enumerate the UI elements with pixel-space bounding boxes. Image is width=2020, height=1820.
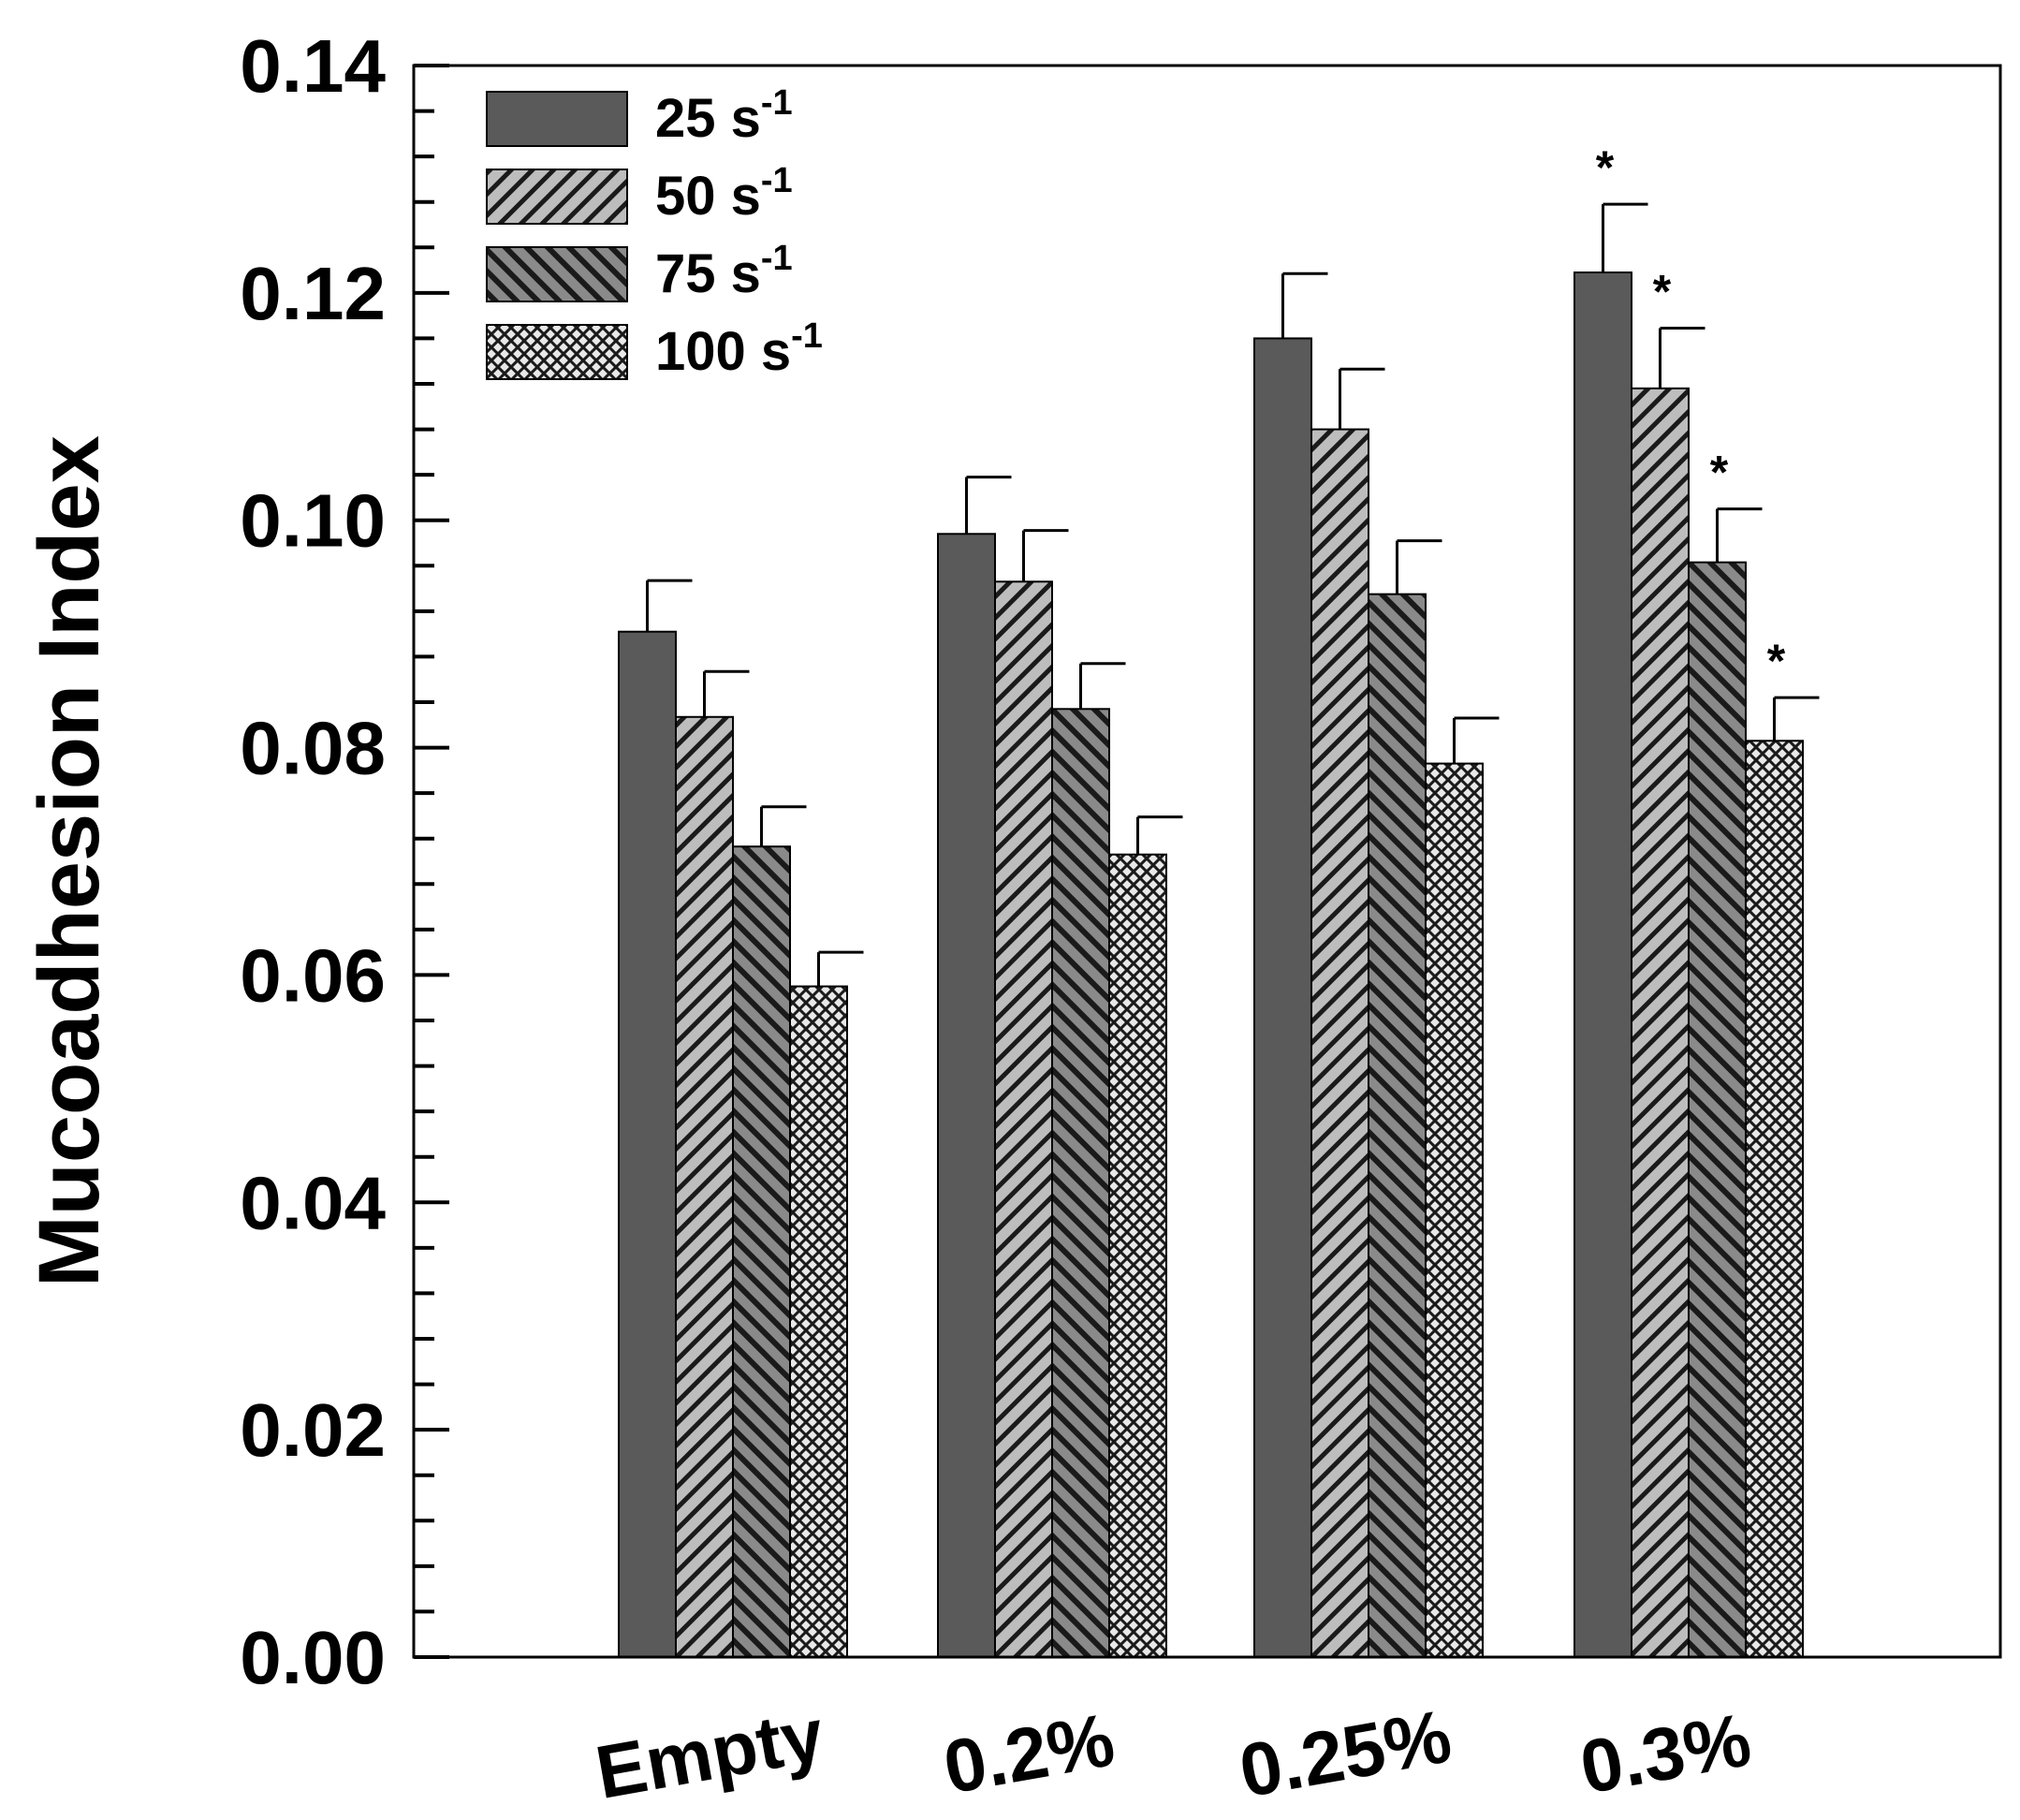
bar — [789, 985, 848, 1658]
legend-label: 50 s-1 — [655, 161, 793, 227]
legend-swatch — [486, 324, 628, 380]
legend-swatch — [486, 91, 628, 147]
bar — [1051, 708, 1110, 1658]
y-tick-label: 0.12 — [240, 252, 386, 335]
bar — [1310, 428, 1369, 1659]
y-tick-label: 0.00 — [240, 1616, 386, 1699]
x-category-label: Empty — [590, 1693, 830, 1814]
bar — [732, 845, 791, 1658]
x-category-labels: Empty 0.2% 0.25% 0.3% — [590, 1693, 1757, 1814]
bar — [1688, 561, 1747, 1659]
y-tick-labels: 0.00 0.02 0.04 0.06 0.08 0.10 0.12 0.14 — [240, 24, 386, 1699]
y-tick-label: 0.04 — [240, 1161, 386, 1244]
axis-ticks — [414, 64, 449, 1659]
y-axis-title-group: Mucoadhesion Index — [22, 435, 117, 1287]
x-category-label: 0.25% — [1234, 1694, 1457, 1813]
significance-marker: * — [1710, 447, 1729, 499]
plot-frame — [412, 64, 2002, 1659]
x-category-label: 0.3% — [1574, 1697, 1757, 1809]
bar — [1631, 387, 1690, 1658]
bar — [1574, 272, 1632, 1658]
y-tick-label: 0.10 — [240, 479, 386, 563]
bar — [1253, 337, 1312, 1658]
bar — [1108, 853, 1167, 1658]
y-tick-label: 0.14 — [240, 24, 386, 108]
significance-marker: * — [1596, 141, 1615, 194]
x-category-label: 0.2% — [938, 1697, 1120, 1809]
y-tick-label: 0.08 — [240, 707, 386, 790]
y-tick-label: 0.02 — [240, 1388, 386, 1472]
significance-markers: * * * * — [1596, 141, 1786, 687]
legend-label: 25 s-1 — [655, 83, 793, 149]
legend: 25 s-1 50 s-1 75 s-1 100 s-1 — [486, 83, 823, 382]
y-axis-title: Mucoadhesion Index — [22, 435, 117, 1287]
legend-label: 75 s-1 — [655, 239, 793, 304]
bar — [1745, 740, 1804, 1658]
error-bars — [646, 202, 1820, 987]
bar — [937, 533, 996, 1658]
y-tick-label: 0.06 — [240, 933, 386, 1017]
legend-swatch — [486, 169, 628, 225]
bars — [618, 272, 1804, 1659]
legend-label: 100 s-1 — [655, 316, 823, 382]
significance-marker: * — [1653, 266, 1672, 318]
significance-marker: * — [1767, 635, 1786, 687]
bar — [1368, 593, 1427, 1659]
bar — [1425, 762, 1484, 1658]
legend-swatch — [486, 246, 628, 302]
bar — [675, 715, 734, 1658]
bar — [994, 580, 1053, 1658]
bar — [618, 630, 677, 1659]
